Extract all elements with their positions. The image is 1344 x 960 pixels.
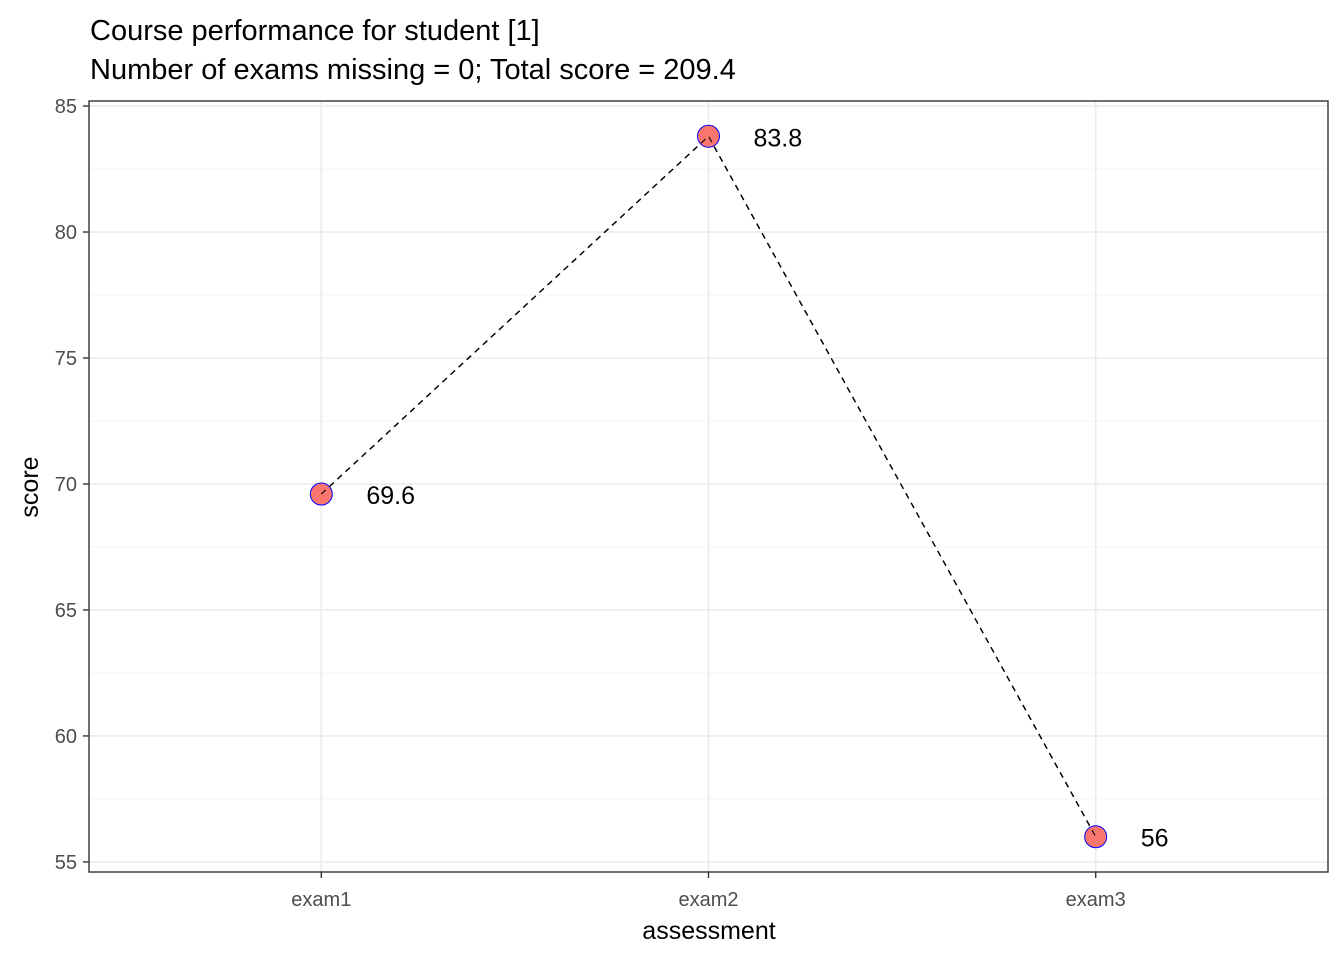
series-line-overlay [320,135,1097,837]
chart-subtitle: Number of exams missing = 0; Total score… [90,54,736,86]
y-tick-label: 60 [55,726,77,748]
data-point [1084,825,1108,849]
data-label: 56 [1141,825,1169,853]
x-tick-label: exam3 [1066,889,1126,911]
y-tick-label: 75 [55,348,77,370]
y-axis-ticks: 55 60 65 70 75 80 85 [55,96,89,874]
chart-title: Course performance for student [1] [90,15,540,47]
data-point [697,124,720,148]
data-label: 83.8 [754,124,803,152]
x-tick-label: exam1 [291,889,351,911]
x-axis-title: assessment [642,917,775,945]
y-tick-label: 65 [55,600,77,622]
y-tick-label: 55 [55,852,77,874]
x-tick-label: exam2 [678,889,738,911]
y-tick-label: 85 [55,96,77,118]
data-points [309,124,1108,849]
y-tick-label: 70 [55,474,77,496]
major-gridlines [89,101,1328,872]
data-labels: 69.6 83.8 56 [366,124,1168,852]
x-axis-ticks: exam1 exam2 exam3 [291,872,1126,911]
y-tick-label: 80 [55,222,77,244]
y-axis-title: score [16,456,44,517]
data-label: 69.6 [366,482,415,510]
